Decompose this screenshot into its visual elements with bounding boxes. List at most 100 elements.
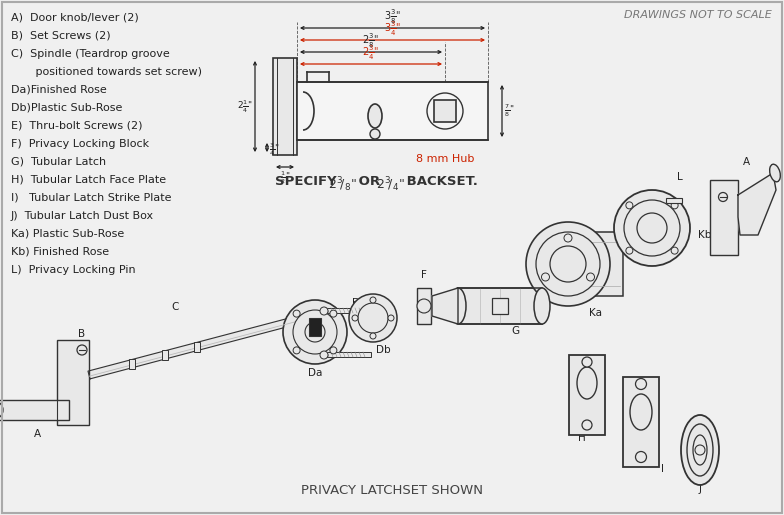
Bar	[57, 340, 89, 425]
Bar	[323, 352, 371, 357]
Text: L: L	[677, 172, 683, 182]
Circle shape	[582, 357, 592, 367]
Bar	[323, 308, 371, 313]
Bar	[710, 180, 738, 255]
Text: $2\frac{3}{8}$": $2\frac{3}{8}$"	[362, 32, 379, 50]
Bar	[297, 82, 488, 140]
Polygon shape	[88, 314, 306, 379]
Circle shape	[671, 247, 678, 254]
Circle shape	[293, 347, 300, 354]
Text: $3\frac{3}{4}$": $3\frac{3}{4}$"	[384, 20, 401, 38]
Text: $\frac{3}{4}$": $\frac{3}{4}$"	[269, 141, 279, 158]
Bar	[434, 100, 456, 122]
Circle shape	[626, 202, 633, 209]
Text: E)  Thru-bolt Screws (2): E) Thru-bolt Screws (2)	[11, 121, 143, 131]
Circle shape	[582, 420, 592, 430]
Text: J)  Tubular Latch Dust Box: J) Tubular Latch Dust Box	[11, 211, 154, 221]
Bar	[568, 232, 623, 296]
Text: A: A	[742, 157, 750, 167]
Circle shape	[388, 315, 394, 321]
Circle shape	[536, 232, 600, 296]
Text: positioned towards set screw): positioned towards set screw)	[11, 67, 202, 77]
Bar	[0, 400, 69, 420]
Circle shape	[542, 273, 550, 281]
Text: A: A	[34, 429, 41, 439]
Text: Db: Db	[376, 345, 390, 355]
Text: PRIVACY LATCHSET SHOWN: PRIVACY LATCHSET SHOWN	[301, 484, 483, 497]
Text: C: C	[172, 302, 179, 312]
Polygon shape	[738, 173, 776, 235]
Text: Kb: Kb	[698, 230, 711, 240]
Circle shape	[320, 351, 328, 359]
Circle shape	[293, 310, 337, 354]
Text: Da: Da	[308, 368, 322, 378]
Polygon shape	[432, 288, 458, 324]
Ellipse shape	[687, 424, 713, 476]
Circle shape	[526, 222, 610, 306]
Circle shape	[349, 294, 397, 342]
Text: I: I	[662, 464, 665, 474]
Text: $\frac{7}{8}$": $\frac{7}{8}$"	[504, 102, 514, 119]
Text: E: E	[352, 298, 358, 308]
Circle shape	[417, 299, 431, 313]
Bar	[569, 355, 605, 435]
Circle shape	[636, 452, 647, 462]
Circle shape	[636, 379, 647, 389]
Text: G: G	[511, 326, 519, 336]
Ellipse shape	[368, 104, 382, 128]
Bar	[666, 198, 682, 203]
Text: Db)Plastic Sub-Rose: Db)Plastic Sub-Rose	[11, 103, 122, 113]
Circle shape	[305, 322, 325, 342]
Ellipse shape	[577, 367, 597, 399]
Text: $2\frac{3}{4}$": $2\frac{3}{4}$"	[362, 44, 379, 62]
Circle shape	[671, 202, 678, 209]
Text: $3\frac{3}{8}$": $3\frac{3}{8}$"	[384, 8, 401, 26]
Circle shape	[614, 190, 690, 266]
Text: BACKSET.: BACKSET.	[402, 175, 478, 188]
Circle shape	[358, 303, 388, 333]
Text: Da)Finished Rose: Da)Finished Rose	[11, 85, 107, 95]
Text: $2^3\!/_4$": $2^3\!/_4$"	[376, 175, 405, 194]
Circle shape	[370, 333, 376, 339]
Circle shape	[624, 200, 680, 256]
Circle shape	[718, 193, 728, 201]
Circle shape	[330, 310, 337, 317]
Ellipse shape	[569, 250, 583, 278]
Circle shape	[370, 297, 376, 303]
Circle shape	[330, 347, 337, 354]
Bar	[129, 358, 135, 369]
Circle shape	[320, 307, 328, 315]
Circle shape	[283, 300, 347, 364]
Text: C)  Spindle (Teardrop groove: C) Spindle (Teardrop groove	[11, 49, 170, 59]
Circle shape	[564, 234, 572, 242]
Text: Ka) Plastic Sub-Rose: Ka) Plastic Sub-Rose	[11, 229, 124, 239]
Circle shape	[695, 445, 705, 455]
Text: B)  Set Screws (2): B) Set Screws (2)	[11, 31, 111, 41]
Text: OR: OR	[354, 175, 385, 188]
Text: B: B	[78, 329, 85, 339]
Ellipse shape	[630, 394, 652, 430]
Circle shape	[352, 315, 358, 321]
Text: Kb) Finished Rose: Kb) Finished Rose	[11, 247, 109, 257]
Bar	[309, 318, 321, 336]
Text: F: F	[421, 270, 427, 280]
Ellipse shape	[450, 288, 466, 324]
Bar	[458, 288, 542, 324]
Circle shape	[370, 129, 380, 139]
Bar	[273, 58, 297, 155]
Text: 8 mm Hub: 8 mm Hub	[416, 154, 474, 164]
Circle shape	[293, 310, 300, 317]
Ellipse shape	[534, 288, 550, 324]
Text: $\frac{1}{2}$": $\frac{1}{2}$"	[280, 169, 290, 185]
Text: DRAWINGS NOT TO SCALE: DRAWINGS NOT TO SCALE	[624, 10, 772, 20]
Text: Ka: Ka	[590, 308, 602, 318]
Ellipse shape	[770, 164, 780, 182]
Text: I)   Tubular Latch Strike Plate: I) Tubular Latch Strike Plate	[11, 193, 172, 203]
Circle shape	[586, 273, 594, 281]
Text: H)  Tubular Latch Face Plate: H) Tubular Latch Face Plate	[11, 175, 166, 185]
Bar	[623, 377, 659, 467]
Text: $2^3\!/_8$": $2^3\!/_8$"	[328, 175, 357, 194]
Text: SPECIFY: SPECIFY	[275, 175, 341, 188]
Ellipse shape	[681, 415, 719, 485]
Text: B: B	[732, 184, 739, 194]
